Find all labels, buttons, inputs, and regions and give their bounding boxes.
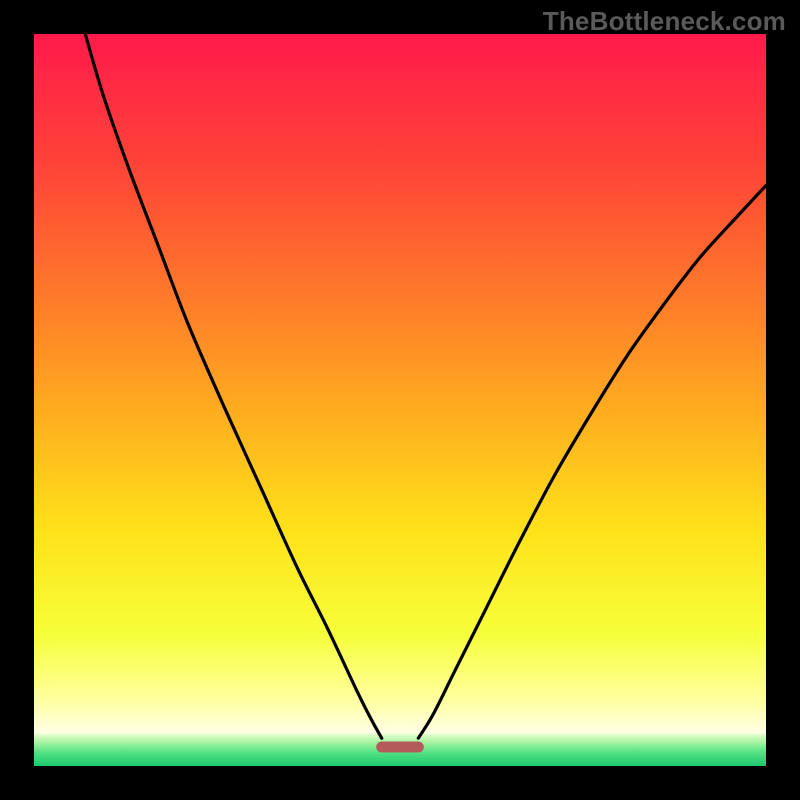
curve-left-branch: [85, 34, 381, 738]
curve-right-branch: [418, 186, 766, 739]
plot-area: [34, 34, 766, 766]
chart-frame: TheBottleneck.com: [0, 0, 800, 800]
watermark-text: TheBottleneck.com: [543, 6, 786, 37]
bottleneck-curve: [34, 34, 766, 766]
